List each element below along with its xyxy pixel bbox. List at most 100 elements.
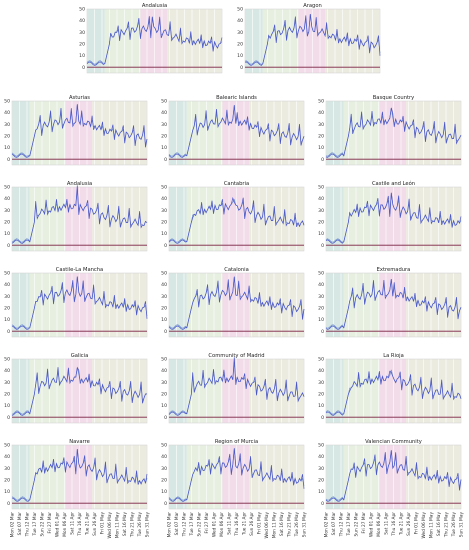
x-tick-label: Sat 11 Apr: [70, 512, 76, 535]
panel-16: 0 10 20 30 40 50 Valencian Community Mon 02 Mar…: [318, 439, 464, 538]
y-tick-label: 0: [164, 329, 167, 335]
y-tick-label: 0: [321, 157, 324, 163]
panel-6: 0 10 20 30 40 50 Cantabria: [161, 181, 305, 252]
y-tick-label: 0: [164, 157, 167, 163]
series-line: [325, 370, 462, 416]
x-tick-label: Mon 06 Apr: [62, 512, 68, 537]
y-tick-label: 40: [318, 110, 324, 116]
x-tick-label: Thu 16 Apr: [77, 512, 83, 537]
x-tick-label: Fri 01 May: [257, 512, 263, 535]
band: [343, 187, 380, 251]
panel-frame: [11, 100, 148, 166]
panel-title: Cantabria: [224, 181, 249, 187]
band: [186, 273, 223, 337]
x-tick-label: Tue 26 May: [451, 512, 457, 538]
y-tick-label: 40: [161, 282, 167, 288]
x-tick-label: Fri 01 May: [100, 512, 106, 535]
y-tick-label: 40: [4, 454, 10, 460]
series-line: [325, 192, 462, 244]
x-tick-label: Sat 16 May: [436, 512, 442, 537]
y-tick-label: 40: [4, 368, 10, 374]
panel-2: 0 10 20 30 40 50 Asturias: [4, 95, 148, 166]
y-tick-label: 20: [79, 42, 85, 48]
y-tick-label: 30: [4, 208, 10, 214]
band: [326, 273, 344, 337]
y-tick-label: 0: [321, 329, 324, 335]
panel-title: Asturias: [69, 95, 90, 101]
band: [326, 445, 344, 509]
band: [92, 101, 147, 165]
x-tick-label: Sat 07 Mar: [17, 512, 23, 536]
panel-title: Balearic Islands: [216, 95, 257, 101]
panel-frame: [168, 100, 305, 166]
series-line: [168, 448, 305, 502]
y-tick-label: 10: [161, 231, 167, 237]
series-line: [168, 196, 305, 244]
y-tick-label: 40: [161, 110, 167, 116]
band: [406, 187, 461, 251]
x-tick-label: Thu 21 May: [287, 512, 293, 539]
x-tick-label: Sat 11 Apr: [227, 512, 233, 535]
y-tick-label: 30: [318, 122, 324, 128]
x-tick-label: Thu 12 Mar: [182, 512, 188, 538]
panel-title: Castile and León: [372, 180, 415, 187]
band: [262, 9, 299, 73]
y-tick-label: 40: [161, 454, 167, 460]
band: [222, 359, 250, 423]
y-tick-label: 40: [4, 110, 10, 116]
panel-title: Galicia: [71, 353, 89, 359]
band: [222, 445, 250, 509]
panel-frame: [86, 8, 223, 74]
x-tick-label: Wed 06 May: [421, 512, 427, 539]
band: [379, 187, 407, 251]
band: [29, 101, 66, 165]
y-tick-label: 10: [4, 489, 10, 495]
x-tick-label: Wed 06 May: [264, 512, 270, 539]
x-tick-label: Sun 22 Mar: [197, 512, 203, 537]
y-tick-label: 50: [318, 357, 324, 363]
x-tick-label: Thu 16 Apr: [391, 512, 397, 537]
x-tick-label: Wed 01 Apr: [369, 512, 375, 537]
y-tick-label: 50: [161, 99, 167, 105]
x-tick-label: Sat 11 Apr: [384, 512, 390, 535]
band: [326, 187, 344, 251]
band: [12, 187, 30, 251]
x-tick-label: Fri 01 May: [414, 512, 420, 535]
band: [406, 445, 461, 509]
y-tick-label: 40: [318, 368, 324, 374]
x-tick-label: Sun 22 Mar: [354, 512, 360, 537]
x-tick-label: Fri 27 Mar: [361, 512, 367, 534]
y-tick-label: 10: [237, 53, 243, 59]
y-tick-label: 50: [4, 357, 10, 363]
panel-title: La Rioja: [383, 353, 404, 359]
band: [169, 101, 187, 165]
y-tick-label: 50: [237, 7, 243, 13]
panel-13: 0 10 20 30 40 50 La Rioja: [318, 353, 462, 424]
panel-9: 0 10 20 30 40 50 Catalonia: [161, 267, 305, 338]
x-tick-label: Tue 26 May: [294, 512, 300, 538]
y-tick-label: 50: [4, 271, 10, 277]
band: [87, 9, 105, 73]
y-tick-label: 50: [161, 443, 167, 449]
panel-title: Valencian Community: [365, 439, 422, 445]
panel-4: 0 10 20 30 40 50 Basque Country: [318, 95, 462, 166]
band: [12, 445, 30, 509]
band: [186, 359, 223, 423]
series-line: [325, 107, 462, 158]
series-line: [11, 104, 148, 158]
x-tick-label: Sat 16 May: [279, 512, 285, 537]
y-tick-label: 20: [161, 392, 167, 398]
panel-3: 0 10 20 30 40 50 Balearic Islands: [161, 95, 305, 166]
x-tick-label: Tue 21 Apr: [85, 512, 91, 536]
band: [140, 9, 168, 73]
y-tick-label: 20: [4, 392, 10, 398]
series-line: [168, 357, 305, 416]
y-tick-label: 10: [161, 489, 167, 495]
panel-title: Community of Madrid: [208, 353, 264, 359]
x-tick-label: Sat 07 Mar: [174, 512, 180, 536]
y-tick-label: 50: [4, 443, 10, 449]
x-tick-label: Wed 06 May: [107, 512, 113, 539]
x-tick-label: Tue 17 Mar: [346, 512, 352, 537]
panel-frame: [168, 358, 305, 424]
